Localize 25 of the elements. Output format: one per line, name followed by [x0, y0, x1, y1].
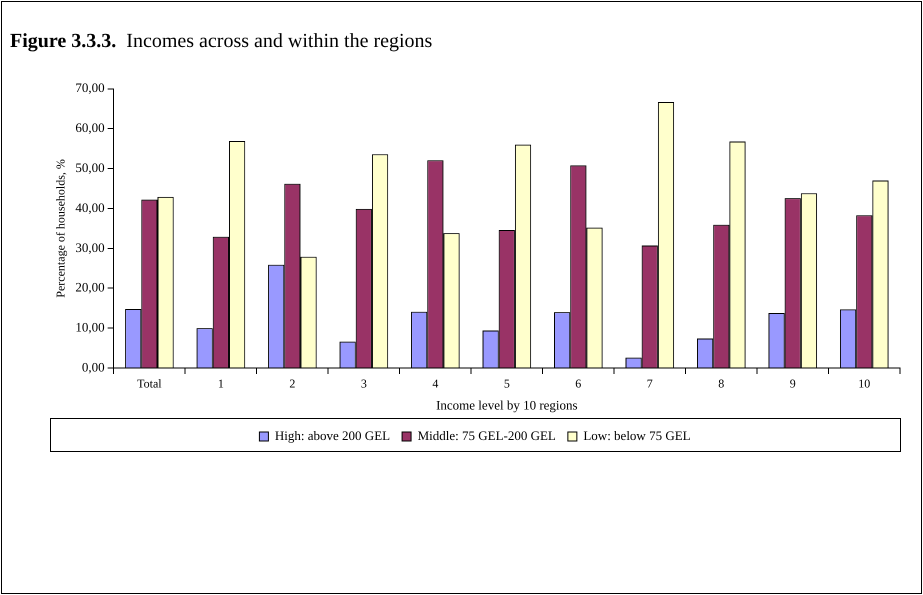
legend-label: Low: below 75 GEL — [583, 428, 691, 443]
y-tick-label: 60,00 — [75, 120, 105, 136]
x-tick-label: 8 — [718, 376, 724, 390]
x-tick-label: 7 — [646, 376, 653, 390]
x-tick-label: 5 — [504, 376, 510, 390]
y-tick-label: 10,00 — [75, 320, 105, 335]
x-tick-label: 3 — [360, 376, 367, 390]
x-axis-title: Income level by 10 regions — [436, 398, 578, 413]
y-axis-title: Percentage of households, % — [53, 159, 68, 298]
x-tick-label: 2 — [289, 376, 296, 390]
x-tick-label: 9 — [790, 376, 796, 390]
y-tick-label: 70,00 — [75, 80, 105, 96]
x-tick-label: 6 — [575, 376, 582, 390]
legend-label: High: above 200 GEL — [274, 428, 390, 443]
x-tick-label: Total — [137, 376, 162, 390]
chart-title: Figure 3.3.3. Incomes across and within the regions — [10, 30, 432, 53]
y-tick-label: 0,00 — [82, 359, 105, 374]
y-tick-label: 50,00 — [75, 160, 105, 175]
legend-label: Middle: 75 GEL-200 GEL — [418, 428, 556, 443]
y-tick-label: 40,00 — [75, 200, 105, 215]
y-tick-label: 20,00 — [75, 280, 105, 295]
x-tick-label: 10 — [858, 376, 870, 390]
y-tick-label: 30,00 — [75, 240, 105, 255]
x-tick-label: 4 — [432, 376, 438, 390]
x-tick-label: 1 — [218, 376, 224, 390]
